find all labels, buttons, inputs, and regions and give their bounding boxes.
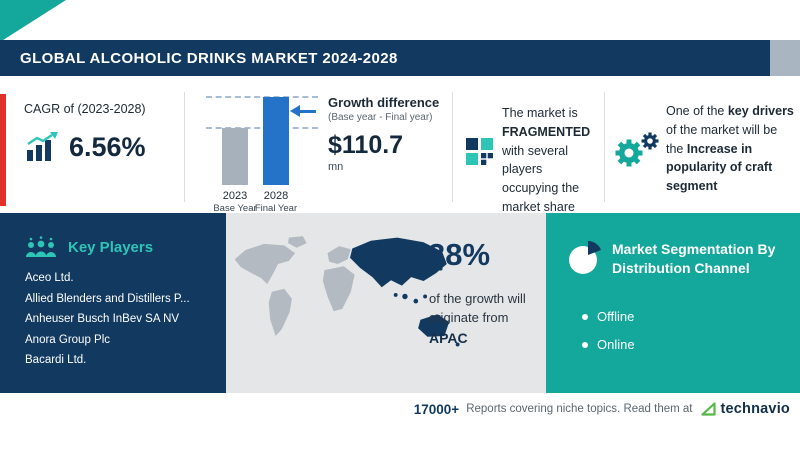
bar-sublabel: Base Year [213,203,257,214]
growth-title: Growth difference [328,95,440,110]
bar-sublabel: Final Year [254,203,298,214]
technavio-logo[interactable]: technavio [700,401,791,417]
header-end-accent [770,40,800,76]
growth-percent: 38% [428,237,491,272]
world-map [234,236,460,347]
key-player-item: Anora Group Plc [25,333,111,346]
dashed-line-base-year [206,127,318,129]
driver-part2: of the market will be the [666,122,778,156]
footer: 17000+ Reports covering niche topics. Re… [414,401,790,417]
bar-2028 [263,97,289,185]
cagr-label: CAGR of (2023-2028) [24,102,146,116]
market-structure-text: The market is FRAGMENTED with several pl… [502,104,602,217]
pie-chart-icon [569,241,601,274]
fragmented-pre: The market is [502,106,578,120]
driver-bold2: Increase in popularity of craft segment [666,141,773,194]
bullet-dot [582,313,588,320]
segmentation-panel: Market Segmentation By Distribution Chan… [546,213,800,393]
divider [184,92,185,202]
header-bar: GLOBAL ALCOHOLIC DRINKS MARKET 2024-2028 [0,40,770,76]
key-players-panel: Key Players Aceo Ltd. Allied Blenders an… [0,213,226,393]
red-accent-stripe [0,94,6,206]
segmentation-item-label: Offline [597,309,635,324]
driver-part1: One of the [666,104,728,118]
key-player-item: Allied Blenders and Distillers P... [25,292,190,305]
growth-arrow-line [299,110,316,113]
corner-accent-triangle [0,0,66,42]
fragmented-squares-icon [466,138,493,165]
segmentation-item: Offline [582,309,634,324]
driver-bold1: key drivers [727,104,794,118]
bar-year-label: 2028 [263,190,289,202]
key-player-item: Bacardi Ltd. [25,354,87,366]
report-count: 17000+ [413,401,460,417]
growth-subtitle: (Base year - Final year) [328,112,433,123]
people-icon [26,236,56,257]
growth-chart-icon [27,132,58,161]
growth-unit: mn [328,161,344,173]
cagr-value: 6.56% [69,132,146,162]
key-player-item: Aceo Ltd. [25,272,74,284]
growth-difference-block: Growth difference (Base year - Final yea… [328,95,448,173]
segmentation-item: Online [582,337,635,352]
key-driver-text: One of the key drivers of the market wil… [666,102,796,196]
key-player-item: Anheuser Busch InBev SA NV [25,313,180,325]
divider [604,92,605,202]
segmentation-title: Market Segmentation By Distribution Chan… [612,241,776,276]
bar-2023 [222,128,248,185]
page-title: GLOBAL ALCOHOLIC DRINKS MARKET 2024-2028 [20,49,398,67]
footer-text: Reports covering niche topics. Read them… [466,403,693,415]
segmentation-item-label: Online [597,337,635,352]
cagr-block: CAGR of (2023-2028) 6.56% [24,102,176,161]
growth-origin-text: of the growth will originate from [429,291,526,325]
bullet-dot [582,341,588,348]
key-players-list: Aceo Ltd. Allied Blenders and Distillers… [25,272,223,375]
dashed-line-final-year [206,96,318,98]
bar-year-label: 2023 [222,190,248,202]
key-players-header: Key Players [24,235,153,259]
technavio-logo-icon [700,402,716,416]
growth-arrow-icon [290,105,300,117]
divider [452,92,453,202]
growth-origin-region: APAC [429,330,468,346]
fragmented-post: with several players occupying the marke… [502,143,580,214]
gears-icon [615,132,659,167]
technavio-wordmark: technavio [720,401,790,417]
growth-region-panel: 38% of the growth will originate from AP… [226,213,546,393]
growth-value: $110.7 [328,131,404,159]
key-players-title: Key Players [68,238,154,256]
fragmented-emphasis: FRAGMENTED [502,124,591,139]
